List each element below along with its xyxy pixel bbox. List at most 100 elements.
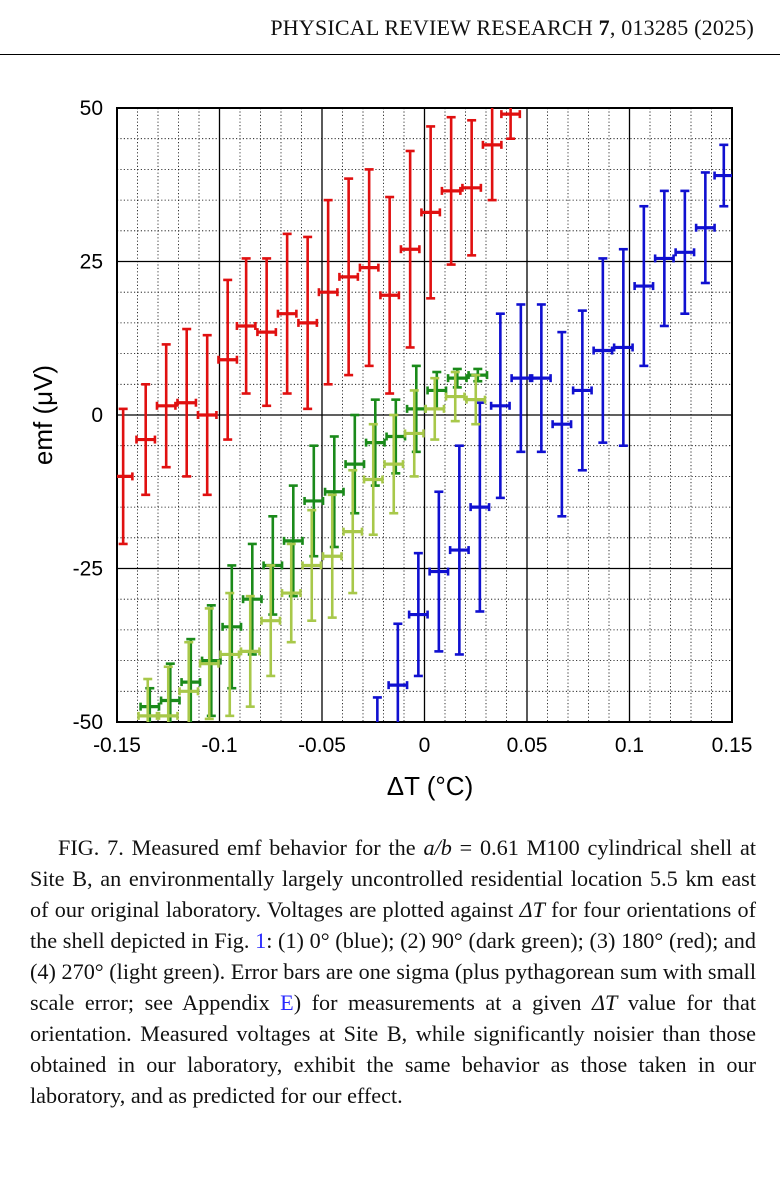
- data-point-red: [217, 278, 239, 441]
- x-tick-label: 0: [419, 734, 431, 757]
- y-tick-label: -50: [73, 711, 103, 734]
- series-dark-green: [139, 364, 489, 722]
- figure-caption: FIG. 7. Measured emf behavior for the a/…: [30, 832, 756, 1111]
- data-point-blue: [510, 303, 532, 454]
- data-point-blue: [428, 490, 450, 653]
- data-point-red: [317, 198, 339, 386]
- x-tick-label: 0.1: [615, 734, 644, 757]
- x-axis-label: ΔT (°C): [387, 771, 474, 801]
- data-point-blue: [469, 401, 491, 613]
- y-tick-label: 25: [80, 251, 103, 274]
- appendix-e-link[interactable]: E: [280, 990, 294, 1015]
- x-tick-label: 0.15: [712, 734, 753, 757]
- y-tick-label: 0: [91, 404, 103, 427]
- data-point-red: [117, 407, 134, 546]
- data-point-red: [379, 195, 401, 395]
- series-red: [117, 108, 522, 546]
- caption-text-1: Measured emf behavior for the: [123, 835, 424, 860]
- data-point-light-green: [383, 413, 405, 515]
- data-series: [117, 108, 732, 722]
- data-point-dark-green: [159, 662, 181, 722]
- data-point-light-green: [239, 594, 261, 708]
- data-point-red: [196, 333, 218, 497]
- x-tick-label: -0.15: [93, 734, 141, 757]
- data-point-light-green: [137, 677, 159, 722]
- y-tick-label: -25: [73, 558, 103, 581]
- data-point-blue: [530, 303, 552, 454]
- data-point-dark-green: [344, 413, 366, 515]
- y-axis-label: emf (μV): [28, 365, 58, 465]
- data-point-red: [276, 232, 298, 395]
- data-point-dark-green: [303, 444, 325, 558]
- data-point-dark-green: [405, 364, 427, 454]
- data-point-light-green: [444, 370, 466, 423]
- x-tick-label: 0.05: [507, 734, 548, 757]
- caption-text-4: : (1) 0° (blue); (2) 90° (dark green); (…: [30, 928, 756, 1015]
- data-point-blue: [387, 622, 409, 722]
- data-point-red: [256, 257, 278, 408]
- data-point-blue: [653, 189, 675, 328]
- data-point-dark-green: [221, 564, 243, 690]
- data-point-light-green: [424, 376, 446, 441]
- data-point-light-green: [301, 508, 323, 622]
- data-point-red: [235, 257, 257, 395]
- data-point-blue: [489, 312, 511, 500]
- data-point-blue: [407, 551, 429, 678]
- journal-volume: 7: [598, 15, 610, 40]
- data-point-red: [135, 382, 157, 497]
- caption-math-dt-1: ΔT: [519, 897, 545, 922]
- caption-text-2: = 0.61 M100 cylindrical shell at Site B,…: [30, 835, 756, 922]
- data-point-red: [420, 125, 442, 300]
- data-point-red: [176, 327, 198, 478]
- data-point-blue: [571, 309, 593, 472]
- data-point-red: [297, 235, 319, 411]
- data-point-blue: [612, 247, 634, 448]
- data-point-blue: [592, 257, 614, 444]
- data-point-light-green: [362, 422, 384, 537]
- series-blue: [372, 143, 732, 722]
- data-point-dark-green: [323, 435, 345, 549]
- caption-math-ab: a/b: [423, 835, 452, 860]
- data-point-blue: [633, 204, 655, 368]
- data-point-blue: [551, 330, 573, 518]
- data-point-dark-green: [446, 367, 468, 389]
- running-header: PHYSICAL REVIEW RESEARCH 7, 013285 (2025…: [0, 0, 780, 55]
- journal-name: PHYSICAL REVIEW RESEARCH: [270, 15, 593, 40]
- data-point-dark-green: [364, 398, 386, 487]
- caption-math-dt-2: ΔT: [591, 990, 618, 1015]
- series-light-green: [137, 370, 487, 722]
- data-point-red: [155, 343, 177, 469]
- data-point-light-green: [280, 542, 302, 644]
- data-point-blue: [674, 189, 696, 315]
- x-tick-label: -0.05: [298, 734, 346, 757]
- data-point-blue: [372, 696, 382, 722]
- data-point-light-green: [465, 373, 487, 426]
- data-point-light-green: [219, 591, 241, 718]
- caption-text-3: for four orientations of the shell depic…: [30, 897, 757, 953]
- data-point-red: [358, 168, 380, 368]
- data-point-dark-green: [180, 637, 202, 722]
- data-point-blue: [713, 143, 732, 208]
- data-point-red: [481, 108, 503, 202]
- data-point-blue: [448, 444, 470, 656]
- data-point-red: [461, 118, 483, 257]
- figure-7: -0.15 -0.1 -0.05 0 0.05 0.1 0.15 50 25 0 -25 -50 em…: [0, 60, 780, 820]
- caption-label: FIG. 7.: [58, 835, 124, 860]
- data-point-dark-green: [282, 484, 304, 598]
- article-number: , 013285 (2025): [609, 15, 754, 40]
- plot-frame: [116, 107, 733, 723]
- caption-text-6: value for that orientation. Measured vol…: [30, 990, 756, 1108]
- data-point-red: [338, 177, 360, 377]
- data-point-light-green: [157, 665, 179, 722]
- emf-chart: -0.15 -0.1 -0.05 0 0.05 0.1 0.15 50 25 0 -25 -50 em…: [28, 97, 753, 801]
- data-point-light-green: [403, 389, 425, 478]
- data-point-light-green: [342, 468, 364, 595]
- journal-citation: PHYSICAL REVIEW RESEARCH 7, 013285 (2025…: [270, 15, 754, 41]
- x-tick-label: -0.1: [201, 734, 237, 757]
- figure-1-link[interactable]: 1: [255, 928, 267, 953]
- data-point-dark-green: [241, 542, 263, 656]
- data-point-light-green: [178, 640, 200, 722]
- tick-labels: -0.15 -0.1 -0.05 0 0.05 0.1 0.15 50 25 0 -25 -50: [73, 97, 753, 757]
- data-point-light-green: [260, 564, 282, 678]
- data-point-blue: [694, 171, 716, 285]
